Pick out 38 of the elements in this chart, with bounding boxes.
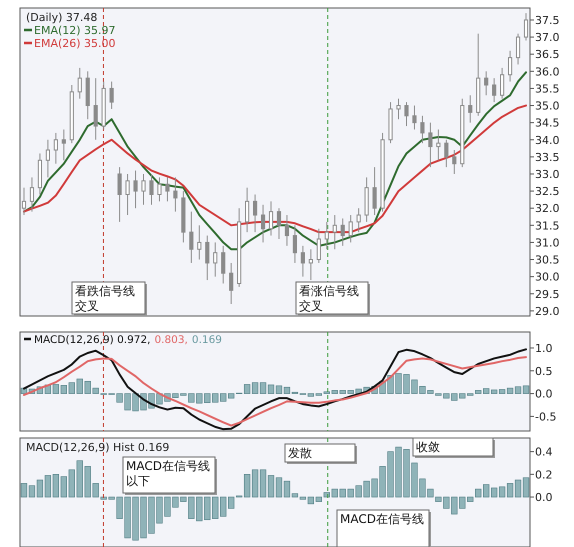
y-tick-label: 29.0 — [535, 304, 560, 318]
y-tick-label: 33.5 — [535, 150, 560, 164]
y-tick-label: 33.0 — [535, 168, 560, 181]
annotation: 看跌信号线交叉 — [75, 284, 135, 313]
chart-title: (Daily) 37.48 — [26, 11, 98, 24]
y-tick-label: 31.5 — [535, 219, 560, 232]
y-tick-label: 32.5 — [535, 185, 560, 198]
annotation: MACD在信号线 — [340, 512, 424, 526]
y-tick-label: 1.0 — [535, 342, 552, 355]
y-tick-label: 36.5 — [535, 48, 560, 62]
y-tick-label: 0.0 — [535, 491, 552, 504]
y-tick-label: 0.2 — [535, 468, 552, 482]
y-tick-label: 36.0 — [535, 65, 560, 78]
y-tick-label: 30.0 — [535, 270, 560, 284]
y-tick-label: 34.5 — [535, 116, 560, 130]
y-tick-label: 37.5 — [535, 14, 560, 27]
y-tick-label: 0.4 — [535, 446, 552, 459]
annotation: 收敛 — [416, 440, 440, 454]
y-tick-label: 35.0 — [535, 100, 560, 113]
y-tick-label: 0.0 — [535, 388, 552, 401]
y-tick-label: 32.0 — [535, 202, 560, 216]
y-tick-label: 37.0 — [535, 31, 560, 44]
y-tick-label: 34.0 — [535, 134, 560, 147]
legend-label: MACD(12,26,9) 0.972, — [34, 334, 150, 346]
y-tick-label: 30.5 — [535, 254, 560, 267]
y-tick-label: 29.5 — [535, 288, 560, 301]
chart-title: MACD(12,26,9) Hist 0.169 — [26, 441, 170, 454]
annotation: 看涨信号线交叉 — [299, 284, 359, 313]
y-tick-label: -0.5 — [535, 410, 556, 424]
y-tick-label: 35.5 — [535, 82, 560, 96]
legend-label: EMA(26) 35.00 — [34, 37, 116, 50]
annotation: 发散 — [288, 446, 312, 460]
annotation: MACD在信号线以下 — [126, 459, 210, 488]
text: 0.169 — [192, 334, 222, 346]
legend-label: EMA(12) 35.97 — [34, 24, 116, 37]
y-tick-label: 0.5 — [535, 364, 552, 378]
y-tick-label: 31.0 — [535, 236, 560, 250]
text: 0.803, — [154, 334, 188, 346]
